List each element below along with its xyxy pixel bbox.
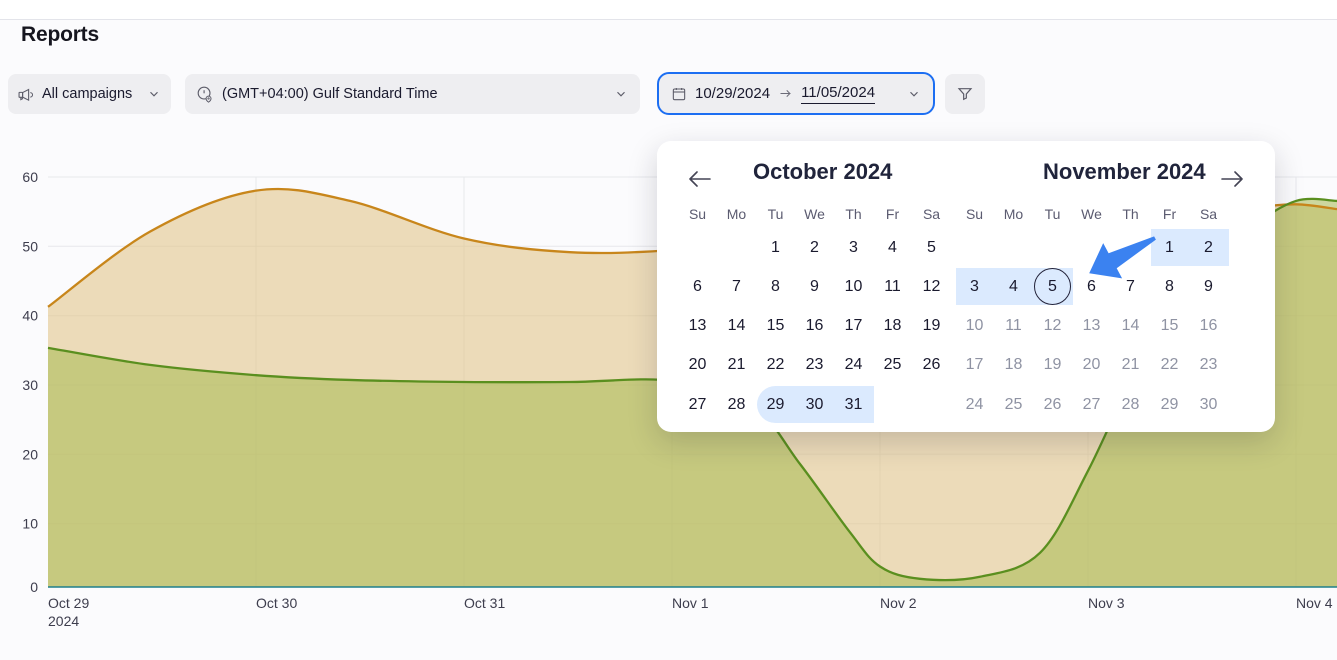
svg-text:Nov 2: Nov 2 <box>880 595 917 611</box>
svg-text:30: 30 <box>22 377 38 393</box>
svg-text:Oct 29: Oct 29 <box>48 595 89 611</box>
svg-text:Nov 1: Nov 1 <box>672 595 709 611</box>
svg-text:Oct 30: Oct 30 <box>256 595 297 611</box>
svg-text:Nov 4: Nov 4 <box>1296 595 1333 611</box>
svg-text:2024: 2024 <box>48 613 79 629</box>
svg-text:50: 50 <box>22 238 38 254</box>
svg-text:10: 10 <box>22 516 38 532</box>
svg-text:Oct 31: Oct 31 <box>464 595 505 611</box>
svg-text:20: 20 <box>22 446 38 462</box>
svg-text:40: 40 <box>22 308 38 324</box>
svg-text:Nov 3: Nov 3 <box>1088 595 1125 611</box>
svg-text:60: 60 <box>22 170 38 185</box>
svg-text:0: 0 <box>30 579 38 595</box>
